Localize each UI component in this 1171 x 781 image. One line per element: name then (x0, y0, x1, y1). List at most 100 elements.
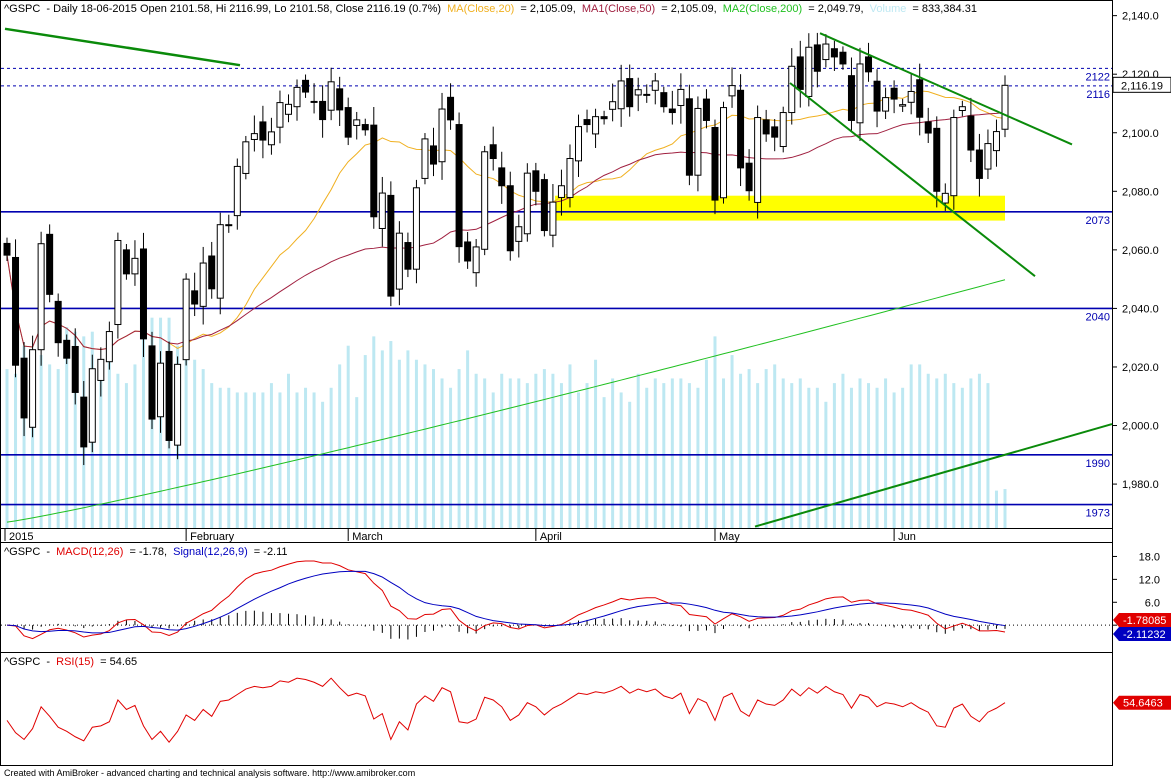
header-ma200-value: = 2,049.79, (808, 3, 863, 15)
price-level-label: 2040 (1086, 311, 1110, 323)
support-zone (555, 195, 1005, 221)
candle-up (882, 97, 890, 112)
volume-bar (218, 387, 222, 528)
volume-bar (201, 369, 205, 528)
volume-bar (551, 373, 555, 528)
candle-down (12, 256, 20, 366)
volume-bar (22, 345, 26, 528)
candle-down (139, 248, 147, 340)
volume-bar (568, 364, 572, 528)
volume-bar (815, 387, 819, 528)
header-ma200-label: MA2(Close,200) (723, 3, 802, 15)
header-ma50-value: = 2,105.09, (661, 3, 716, 15)
volume-bar (414, 359, 418, 528)
volume-bar (841, 373, 845, 528)
candle-up (216, 224, 224, 299)
volume-bar (858, 378, 862, 528)
y-axis-label: 2,100.0 (1122, 128, 1159, 140)
ma50-line (6, 112, 1006, 351)
rsi-header-dash: - (46, 656, 50, 668)
candle-down (122, 249, 130, 275)
candle-up (856, 63, 864, 124)
candle-up (233, 165, 241, 217)
candle-down (745, 162, 753, 192)
volume-bar (99, 364, 103, 528)
volume-bar (440, 378, 444, 528)
candle-up (174, 363, 182, 446)
candle-down (498, 167, 506, 187)
x-axis-label: Jun (898, 531, 916, 543)
candle-down (839, 51, 847, 65)
rsi-value-label: 54.6463 (1123, 698, 1163, 710)
last-price-label: 2,116.19 (1121, 80, 1163, 92)
volume-bar (312, 392, 316, 528)
volume-bar (431, 369, 435, 528)
volume-bar (261, 392, 265, 528)
candle-down (208, 255, 216, 290)
volume-bar (901, 387, 905, 528)
candle-down (80, 396, 88, 448)
signal-value-label: -2.11232 (1123, 629, 1166, 641)
candle-down (532, 170, 540, 192)
candle-up (549, 201, 557, 236)
x-axis-label: April (540, 531, 562, 543)
volume-bar (628, 401, 632, 528)
price-level-label: 1990 (1086, 458, 1110, 470)
volume-bar (679, 378, 683, 528)
candle-up (481, 151, 489, 250)
candle-down (370, 124, 378, 218)
candle-up (609, 101, 617, 110)
volume-bar (1003, 489, 1007, 528)
candle-down (310, 100, 318, 103)
volume-bar (577, 392, 581, 528)
candle-up (88, 368, 96, 443)
volume-bar (926, 373, 930, 528)
x-axis-label: May (719, 531, 740, 543)
y-axis-label: 2,020.0 (1122, 362, 1159, 374)
candle-down (924, 121, 932, 134)
volume-bar (892, 392, 896, 528)
macd-y-label: 12.0 (1139, 574, 1160, 586)
candle-up (105, 331, 113, 363)
header-summary: - Daily 18-06-2015 Open 2101.58, Hi 2116… (46, 3, 441, 15)
signal-value-tag (1113, 627, 1171, 641)
volume-bar (389, 341, 393, 528)
volume-bar (449, 387, 453, 528)
candle-down (429, 145, 437, 165)
price-level-label: 1973 (1086, 508, 1110, 520)
volume-bar (483, 378, 487, 528)
candle-up (412, 187, 420, 270)
signal-header-label: Signal(12,26,9) (173, 546, 248, 558)
y-axis-label: 2,040.0 (1122, 303, 1159, 315)
candle-down (336, 88, 344, 111)
volume-bar (235, 392, 239, 528)
rsi-header: ^GSPC - RSI(15) = 54.65 (4, 656, 137, 668)
candle-up (651, 80, 659, 91)
candle-down (387, 194, 395, 297)
candle-down (3, 242, 11, 256)
volume-bar (5, 369, 9, 528)
candle-up (293, 86, 301, 108)
header-ma20-value: = 2,105.09, (520, 3, 575, 15)
volume-bar (807, 387, 811, 528)
candle-down (643, 93, 651, 96)
macd-header-dash: - (46, 546, 50, 558)
candle-down (967, 115, 975, 151)
candle-up (199, 262, 207, 307)
candle-up (97, 358, 105, 381)
volume-bar (227, 387, 231, 528)
candle-down (668, 108, 676, 114)
volume-bar (141, 313, 145, 528)
candle-up (1001, 84, 1009, 130)
rsi-header-value: = 54.65 (100, 656, 137, 668)
trendline-support-rising (754, 423, 1113, 528)
candle-up (958, 106, 966, 111)
candle-down (771, 126, 779, 138)
candle-up (728, 85, 736, 97)
volume-bar (696, 387, 700, 528)
volume-bar (542, 369, 546, 528)
macd-chart: 18.012.06.00.0-1.78085-2.11232 (1, 551, 1171, 641)
candle-up (779, 112, 787, 148)
macd-header-value: = -1.78, (129, 546, 167, 558)
candle-down (890, 87, 898, 100)
